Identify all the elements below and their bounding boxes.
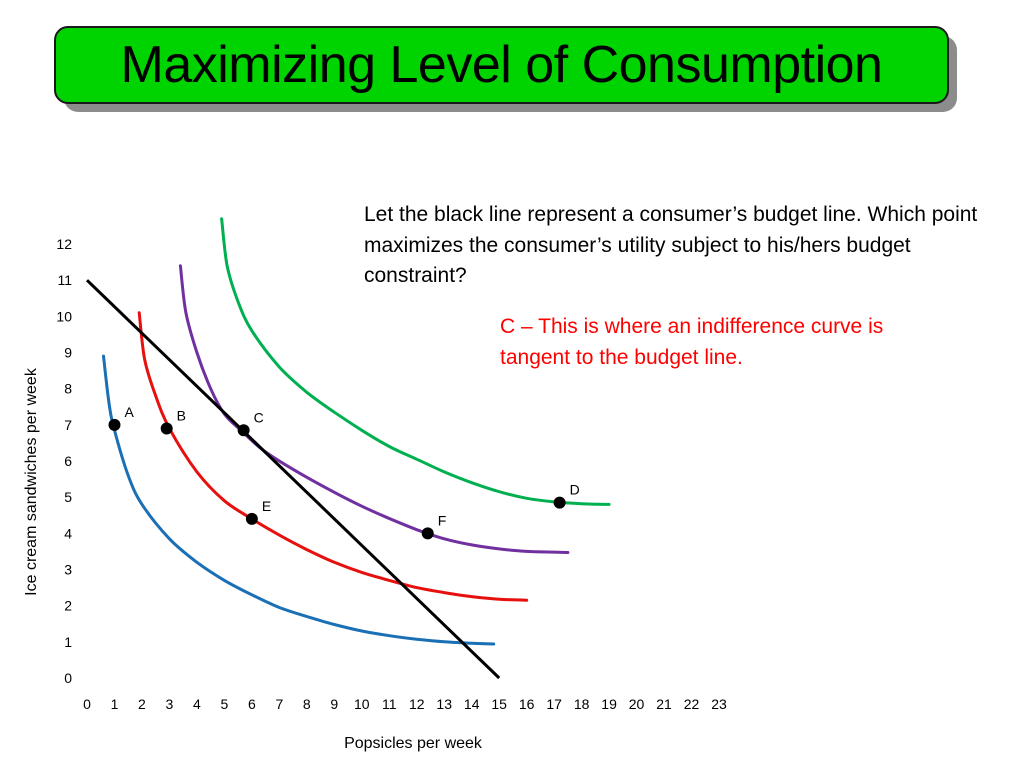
x-tick-label: 9 (330, 696, 338, 712)
indifference-curves (102, 217, 611, 646)
x-tick-label: 19 (601, 696, 617, 712)
title-banner: Maximizing Level of Consumption (54, 26, 949, 104)
x-tick-label: 13 (436, 696, 452, 712)
x-tick-label: 23 (711, 696, 727, 712)
x-tick-label: 22 (684, 696, 700, 712)
point-marker-e (245, 512, 258, 525)
x-tick-label: 17 (546, 696, 562, 712)
point-label-d: D (570, 482, 580, 498)
y-tick-label: 3 (64, 562, 72, 578)
y-tick-label: 8 (64, 381, 72, 397)
y-tick-label: 9 (64, 345, 72, 361)
point-marker-d (553, 496, 566, 509)
x-tick-label: 11 (382, 696, 397, 712)
y-axis-title: Ice cream sandwiches per week (23, 367, 40, 596)
y-tick-label: 10 (56, 308, 72, 324)
point-marker-c (237, 424, 250, 437)
x-tick-label: 10 (354, 696, 370, 712)
x-tick-label: 4 (193, 696, 201, 712)
x-tick-label: 18 (574, 696, 590, 712)
y-tick-label: 7 (64, 417, 72, 433)
x-tick-label: 0 (83, 696, 91, 712)
x-axis-title: Popsicles per week (344, 735, 483, 752)
indifference-curve (137, 311, 529, 602)
y-tick-label: 5 (64, 489, 72, 505)
y-tick-label: 6 (64, 453, 72, 469)
point-marker-b (160, 422, 173, 435)
budget-line (85, 279, 501, 680)
x-tick-label: 7 (275, 696, 283, 712)
labeled-points: A B C D E F (108, 404, 580, 540)
x-tick-label: 3 (166, 696, 174, 712)
x-tick-label: 5 (220, 696, 228, 712)
indifference-curve (178, 264, 570, 554)
point-marker-a (108, 418, 121, 431)
point-label-e: E (262, 498, 271, 514)
axis-ticks: 0 1 2 3 4 5 6 7 8 9 10 11 12 13 14 15 16 17 18 19 20 21 22 2301… (56, 236, 727, 712)
y-tick-label: 2 (64, 598, 72, 614)
question-text: Let the black line represent a consumer’… (364, 203, 978, 287)
x-tick-label: 6 (248, 696, 256, 712)
x-tick-label: 1 (111, 696, 119, 712)
x-tick-label: 12 (409, 696, 425, 712)
point-label-f: F (438, 512, 447, 528)
y-tick-label: 12 (56, 236, 72, 252)
slide-title: Maximizing Level of Consumption (120, 36, 883, 94)
x-tick-label: 14 (464, 696, 480, 712)
x-tick-label: 16 (519, 696, 535, 712)
indifference-curve (220, 217, 611, 506)
x-tick-label: 15 (491, 696, 507, 712)
budget-line-group (85, 279, 501, 680)
point-label-c: C (254, 409, 264, 425)
x-tick-label: 21 (656, 696, 672, 712)
point-label-b: B (177, 407, 186, 423)
y-tick-label: 4 (64, 525, 72, 541)
y-tick-label: 1 (64, 634, 72, 650)
y-tick-label: 11 (57, 272, 72, 288)
y-tick-label: 0 (64, 670, 72, 686)
point-marker-f (421, 527, 434, 540)
answer-text: C – This is where an indifference curve … (500, 315, 884, 369)
x-tick-label: 2 (138, 696, 146, 712)
point-label-a: A (124, 404, 134, 420)
x-tick-label: 8 (303, 696, 311, 712)
x-tick-label: 20 (629, 696, 645, 712)
indifference-curve (102, 354, 496, 646)
